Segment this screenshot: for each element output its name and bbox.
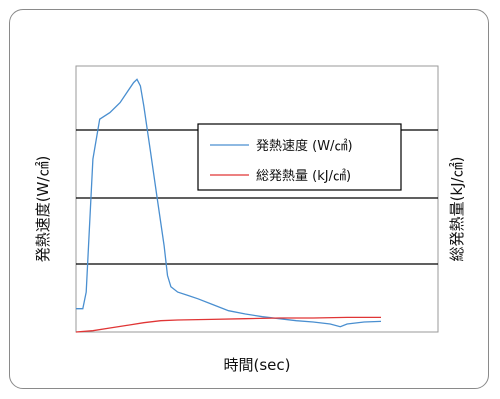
series-total-heat	[75, 316, 381, 333]
legend-label-total-heat: 総発熱量 (kJ/㎠)	[256, 169, 351, 184]
series-heat-rate	[76, 78, 382, 328]
legend-box	[197, 123, 402, 191]
series-total-heat-line	[75, 316, 381, 333]
series-layer	[75, 78, 382, 333]
y-axis-title-left: 発熱速度(W/㎠)	[34, 156, 52, 263]
y-axis-title-right: 総発熱量(kJ/㎠)	[448, 157, 466, 262]
legend-label-heat-rate: 発熱速度 (W/㎠)	[256, 138, 353, 154]
series-heat-rate-line	[76, 78, 382, 328]
legend: 発熱速度 (W/㎠) 総発熱量 (kJ/㎠)	[197, 123, 402, 191]
plot-area	[75, 65, 439, 333]
x-axis-title: 時間(sec)	[224, 356, 291, 374]
